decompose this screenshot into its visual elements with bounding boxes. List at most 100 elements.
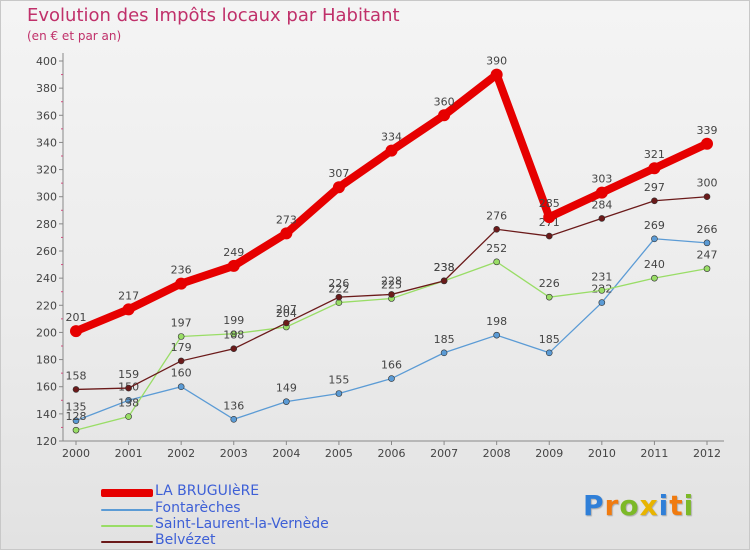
data-point — [490, 68, 503, 81]
data-point — [440, 277, 448, 285]
y-tick-label: 200 — [36, 326, 57, 339]
y-tick-label: 120 — [36, 435, 57, 448]
data-point — [543, 211, 556, 224]
y-tick-label: 320 — [36, 164, 57, 177]
data-point — [648, 162, 661, 175]
y-tick-label: 180 — [36, 354, 57, 367]
data-label: 138 — [118, 397, 139, 410]
chart-subtitle: (en € et par an) — [27, 29, 122, 43]
data-point — [335, 299, 343, 306]
data-label: 207 — [276, 303, 297, 316]
x-tick-label: 2008 — [483, 447, 511, 460]
data-label: 273 — [276, 213, 297, 226]
data-label: 238 — [434, 261, 455, 274]
data-point — [440, 349, 448, 357]
data-point — [598, 299, 606, 306]
x-tick-label: 2012 — [693, 447, 721, 460]
data-point — [175, 277, 188, 290]
data-label: 339 — [697, 124, 718, 137]
y-tick-label: 140 — [36, 408, 57, 421]
logo-letter: x — [639, 489, 659, 522]
y-tick-label: 240 — [36, 272, 57, 285]
data-label: 226 — [539, 277, 560, 290]
data-label: 179 — [171, 341, 192, 354]
x-tick-label: 2003 — [220, 447, 248, 460]
logo-letter: r — [604, 489, 620, 522]
data-label: 276 — [486, 209, 507, 222]
data-point — [125, 396, 132, 404]
data-point — [125, 384, 132, 392]
data-point — [280, 227, 293, 240]
data-point — [227, 259, 240, 272]
legend-swatch — [101, 525, 153, 527]
data-point — [70, 325, 82, 338]
data-point — [230, 415, 238, 423]
data-label: 136 — [223, 399, 244, 412]
data-point — [703, 193, 711, 201]
data-label: 158 — [66, 369, 87, 382]
data-label: 266 — [697, 223, 718, 236]
data-point — [177, 357, 185, 365]
data-point — [122, 303, 135, 316]
data-label: 149 — [276, 382, 297, 395]
data-point — [72, 386, 80, 393]
data-point — [388, 291, 395, 298]
data-point — [230, 330, 238, 338]
series-2: 128 138 197 199 204 222 225 238 252 226 231 240 247 — [66, 242, 718, 434]
x-tick-label: 2002 — [167, 447, 195, 460]
data-point — [651, 274, 658, 282]
x-tick-label: 2005 — [325, 447, 353, 460]
data-label: 226 — [328, 277, 349, 290]
data-point — [703, 239, 711, 247]
data-label: 225 — [381, 279, 402, 292]
data-label: 199 — [223, 314, 244, 327]
data-label: 222 — [328, 283, 349, 296]
data-point — [545, 349, 553, 357]
data-label: 236 — [171, 264, 192, 277]
y-tick-label: 300 — [36, 191, 57, 204]
data-label: 128 — [66, 410, 87, 423]
data-label: 188 — [223, 329, 244, 342]
data-label: 303 — [591, 173, 612, 186]
x-tick-label: 2011 — [640, 447, 668, 460]
data-point — [335, 390, 343, 397]
data-point — [438, 109, 451, 122]
data-point — [651, 235, 658, 243]
x-tick-label: 2009 — [535, 447, 563, 460]
data-label: 249 — [223, 246, 244, 259]
legend-label: LA BRUGUIèRE — [155, 483, 260, 499]
legend-swatch — [101, 541, 153, 543]
data-point — [335, 293, 343, 301]
x-tick-label: 2006 — [378, 447, 406, 460]
legend-swatch — [101, 489, 153, 497]
data-label: 238 — [434, 261, 455, 274]
data-label: 285 — [539, 197, 560, 210]
y-tick-label: 260 — [36, 245, 57, 258]
data-point — [701, 137, 713, 150]
data-point — [230, 345, 238, 353]
data-label: 252 — [486, 242, 507, 255]
data-point — [493, 225, 500, 233]
data-point — [703, 265, 711, 272]
data-point — [651, 197, 658, 205]
x-tick-label: 2010 — [588, 447, 616, 460]
y-tick-label: 360 — [36, 109, 57, 122]
series-1: 135150160136149155166185198185222269266 — [66, 219, 718, 424]
data-label: 321 — [644, 148, 665, 161]
data-label: 160 — [171, 367, 192, 380]
x-tick-label: 2000 — [62, 447, 90, 460]
series-3: 158159179188207226228238276271284297300 — [66, 177, 718, 393]
data-point — [72, 426, 80, 434]
x-tick-label: 2004 — [272, 447, 300, 460]
proxiti-logo: Proxiti — [583, 489, 694, 522]
data-point — [283, 319, 290, 327]
data-label: 297 — [644, 181, 665, 194]
x-tick-label: 2007 — [430, 447, 458, 460]
data-point — [72, 417, 80, 424]
data-label: 185 — [539, 333, 560, 346]
data-point — [177, 383, 185, 391]
data-label: 269 — [644, 219, 665, 232]
chart-title: Evolution des Impôts locaux par Habitant — [27, 5, 400, 26]
data-label: 159 — [118, 368, 139, 381]
